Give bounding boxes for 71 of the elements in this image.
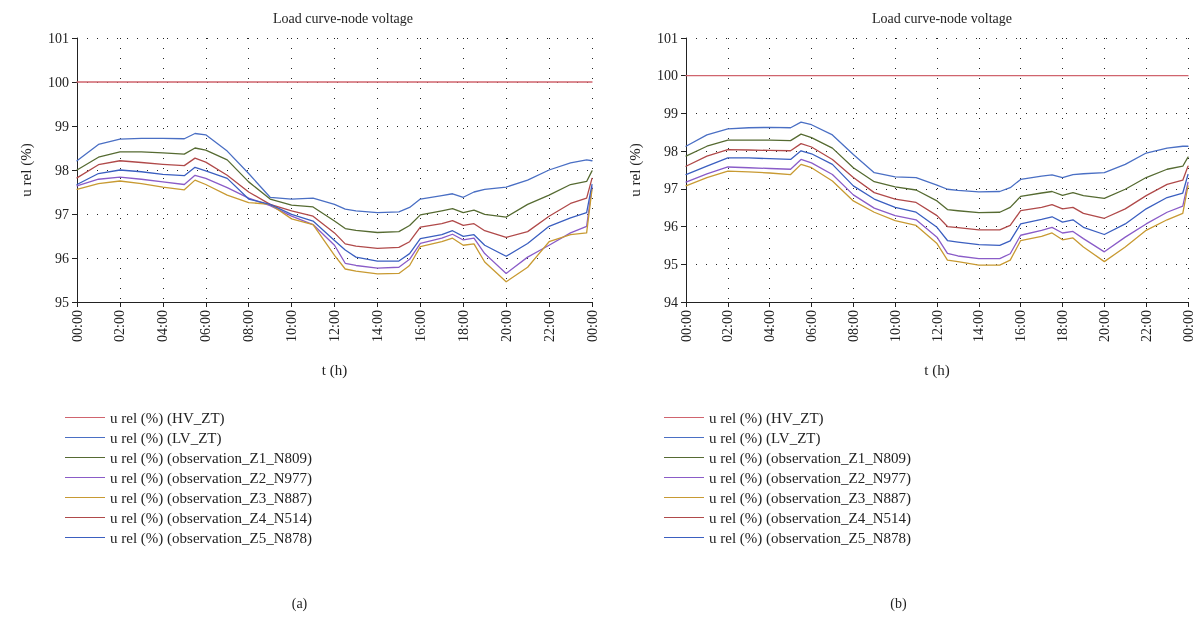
y-tick-label: 97 xyxy=(55,206,69,222)
x-tick-label: 04:00 xyxy=(762,310,778,342)
x-tick-label: 22:00 xyxy=(1138,310,1154,342)
line-series xyxy=(685,121,1189,193)
legend-label: u rel (%) (observation_Z5_N878) xyxy=(110,529,313,547)
legend-label: u rel (%) (HV_ZT) xyxy=(110,409,225,427)
x-tick-label: 20:00 xyxy=(1096,310,1112,342)
y-tick-label: 94 xyxy=(664,294,678,310)
y-tick-label: 98 xyxy=(664,143,678,159)
legend-label: u rel (%) (observation_Z5_N878) xyxy=(709,529,912,547)
y-tick-label: 99 xyxy=(664,105,678,121)
x-tick-label: 06:00 xyxy=(804,310,819,342)
y-tick-label: 101 xyxy=(657,30,678,46)
y-tick-label: 96 xyxy=(664,219,678,235)
line-series xyxy=(76,147,593,234)
y-tick-label: 101 xyxy=(48,30,69,46)
line-series xyxy=(76,132,593,214)
y-tick-label: 96 xyxy=(55,250,69,266)
x-tick-label: 20:00 xyxy=(498,310,514,342)
legend-label: u rel (%) (observation_Z3_N887) xyxy=(110,489,313,507)
line-series xyxy=(685,142,1189,231)
line-series xyxy=(76,157,593,249)
x-tick-label: 14:00 xyxy=(369,310,385,342)
y-tick-label: 95 xyxy=(664,256,678,272)
line-series xyxy=(685,133,1189,214)
x-tick-label: 22:00 xyxy=(541,310,557,342)
line-series xyxy=(685,150,1189,247)
x-tick-label: 10:00 xyxy=(284,310,300,342)
x-tick-label: 00:00 xyxy=(1180,310,1196,342)
x-tick-label: 18:00 xyxy=(1055,310,1070,342)
legend-label: u rel (%) (LV_ZT) xyxy=(709,429,821,447)
legend-label: u rel (%) (observation_Z4_N514) xyxy=(709,509,912,527)
x-tick-label: 16:00 xyxy=(1013,310,1029,342)
y-tick-label: 98 xyxy=(55,162,69,178)
text: (b) xyxy=(890,595,907,612)
x-tick-label: 00:00 xyxy=(584,310,600,342)
y-tick-label: 97 xyxy=(664,181,678,197)
x-axis-title: t (h) xyxy=(321,361,348,379)
x-tick-label: 00:00 xyxy=(678,310,694,342)
legend-label: u rel (%) (LV_ZT) xyxy=(110,429,222,447)
x-tick-label: 14:00 xyxy=(971,310,987,342)
legend-label: u rel (%) (observation_Z3_N887) xyxy=(709,489,912,507)
legend-label: u rel (%) (observation_Z1_N809) xyxy=(709,449,912,467)
x-tick-label: 18:00 xyxy=(455,310,471,342)
x-tick-label: 16:00 xyxy=(412,310,428,342)
y-tick-label: 95 xyxy=(55,294,69,310)
x-tick-label: 10:00 xyxy=(887,310,903,342)
x-tick-label: 12:00 xyxy=(327,310,342,342)
x-tick-label: 00:00 xyxy=(69,310,85,342)
chart-title: Load curve-node voltage xyxy=(273,10,413,26)
chart-title: Load curve-node voltage xyxy=(872,10,1012,26)
y-axis-title: u rel (%) xyxy=(17,143,35,197)
y-tick-label: 100 xyxy=(48,74,69,90)
y-axis-title: u rel (%) xyxy=(626,143,644,197)
y-tick-label: 100 xyxy=(657,68,678,84)
legend-label: u rel (%) (observation_Z2_N977) xyxy=(709,469,912,487)
legend-label: u rel (%) (observation_Z1_N809) xyxy=(110,449,313,467)
y-tick-label: 99 xyxy=(55,118,69,134)
x-tick-label: 02:00 xyxy=(112,310,128,342)
x-tick-label: 08:00 xyxy=(845,310,861,342)
x-tick-label: 08:00 xyxy=(241,310,257,342)
legend-label: u rel (%) (HV_ZT) xyxy=(709,409,824,427)
x-tick-label: 04:00 xyxy=(155,310,171,342)
text: (a) xyxy=(291,595,308,612)
x-tick-label: 02:00 xyxy=(720,310,736,342)
line-series xyxy=(76,166,593,262)
legend-label: u rel (%) (observation_Z4_N514) xyxy=(110,509,313,527)
x-tick-label: 06:00 xyxy=(198,310,214,342)
legend-label: u rel (%) (observation_Z2_N977) xyxy=(110,469,313,487)
x-axis-title: t (h) xyxy=(924,361,950,379)
x-tick-label: 12:00 xyxy=(929,310,945,342)
